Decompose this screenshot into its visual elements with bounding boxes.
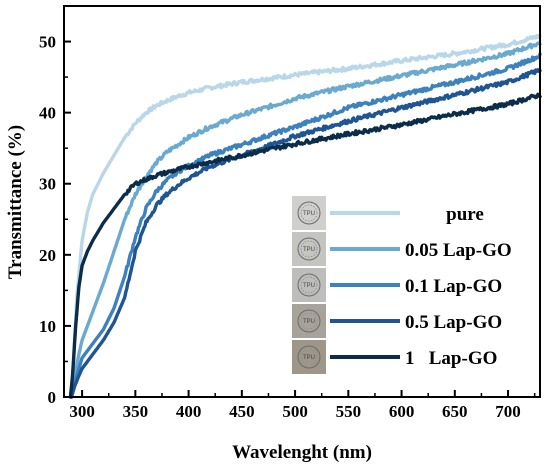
- x-tick-label-8: 700: [495, 402, 521, 421]
- legend-label-0: pure: [446, 204, 484, 225]
- series-line-0: [69, 33, 542, 399]
- x-tick-label-6: 600: [389, 402, 415, 421]
- legend-sample-disk-2: [297, 273, 321, 297]
- legend-label-4: 1 Lap-GO: [405, 348, 497, 369]
- series-line-1: [69, 41, 542, 399]
- x-tick-label-5: 550: [336, 402, 362, 421]
- legend-sample-ring-0: [300, 204, 318, 222]
- x-axis-title: Wavelenght (nm): [232, 442, 372, 463]
- legend-sample-label-4: TPU: [303, 355, 315, 361]
- series-line-4: [68, 92, 542, 399]
- x-tick-label-0: 300: [69, 402, 95, 421]
- y-tick-label-5: 50: [39, 33, 56, 52]
- x-tick-label-1: 350: [123, 402, 149, 421]
- legend-sample-label-2: TPU: [303, 283, 315, 289]
- legend-sample-disk-1: [297, 237, 321, 261]
- legend-sample-label-1: TPU: [303, 247, 315, 253]
- x-tick-label-2: 400: [176, 402, 202, 421]
- legend-label-2: 0.1 Lap-GO: [405, 276, 502, 297]
- legend: TPU pure TPU 0.05 Lap-GO TPU 0.1 Lap-GO TPU 0.5…: [292, 196, 512, 374]
- axes: 300 350 400 450 500 550 600 650 700 0 10 20 30 40 50: [39, 33, 536, 421]
- y-tick-label-3: 30: [39, 175, 56, 194]
- legend-sample-ring-4: [300, 348, 318, 366]
- y-tick-label-0: 0: [48, 388, 57, 407]
- legend-sample-disk-0: [297, 201, 321, 225]
- plot-frame: [63, 5, 541, 398]
- legend-label-1: 0.05 Lap-GO: [405, 240, 512, 261]
- y-tick-label-1: 10: [39, 317, 56, 336]
- x-tick-label-4: 500: [282, 402, 308, 421]
- legend-sample-disk-4: [297, 345, 321, 369]
- legend-sample-disk-3: [297, 309, 321, 333]
- legend-label-3: 0.5 Lap-GO: [405, 312, 502, 333]
- plot-lines: [68, 33, 542, 399]
- legend-sample-label-0: TPU: [303, 211, 315, 217]
- x-tick-label-3: 450: [229, 402, 255, 421]
- series-line-3: [69, 68, 542, 399]
- legend-sample-ring-2: [300, 276, 318, 294]
- series-line-2: [69, 52, 542, 399]
- y-tick-label-4: 40: [39, 104, 56, 123]
- y-axis-title: Transmittance (%): [5, 125, 26, 279]
- legend-sample-label-3: TPU: [303, 319, 315, 325]
- x-tick-label-7: 650: [442, 402, 468, 421]
- y-tick-label-2: 20: [39, 246, 56, 265]
- legend-sample-ring-3: [300, 312, 318, 330]
- legend-sample-ring-1: [300, 240, 318, 258]
